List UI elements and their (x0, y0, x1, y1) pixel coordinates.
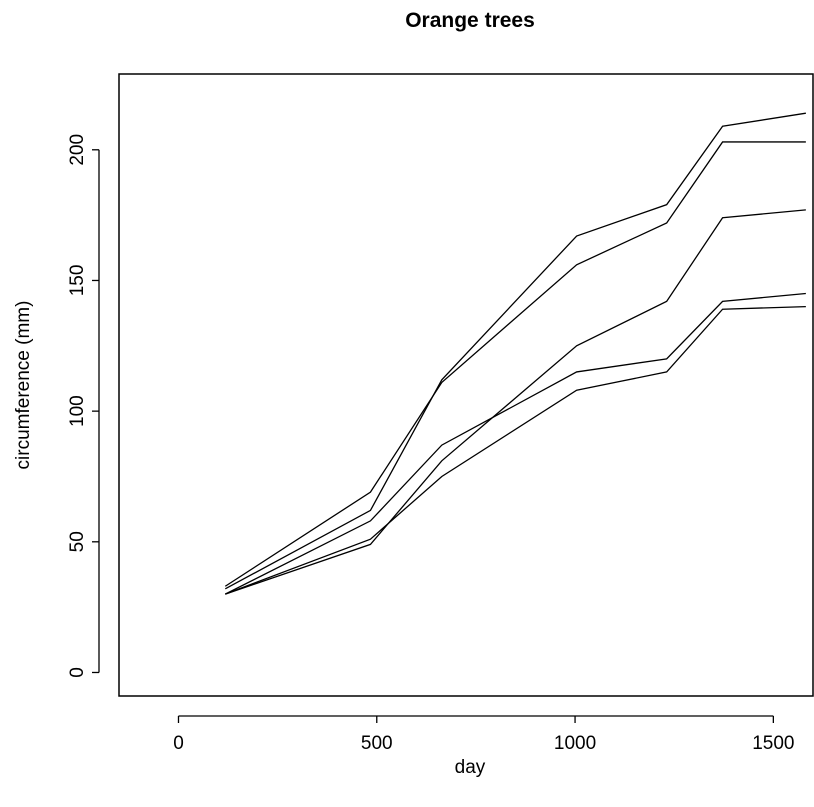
y-tick-label: 200 (67, 134, 88, 166)
x-tick-label: 500 (361, 733, 393, 754)
y-tick-label: 0 (67, 667, 88, 678)
x-axis-label: day (455, 757, 486, 778)
y-axis: 0 50 100 150 200 (67, 134, 100, 678)
x-axis: 0 500 1000 1500 (173, 715, 794, 754)
x-tick-label: 1000 (554, 733, 596, 754)
series-line-3 (225, 305, 806, 595)
chart-title: Orange trees (405, 9, 535, 32)
plot-frame (118, 73, 814, 697)
series-group (224, 112, 806, 595)
series-line-2 (224, 141, 806, 587)
y-tick-label: 150 (67, 265, 88, 297)
series-line-5 (225, 209, 806, 595)
y-tick-label: 100 (67, 395, 88, 427)
y-tick-label: 50 (67, 531, 88, 552)
series-line-1 (224, 292, 806, 595)
x-tick-label: 0 (173, 733, 184, 754)
series-line-4 (224, 112, 806, 590)
y-axis-label: circumference (mm) (13, 301, 34, 470)
x-tick-label: 1500 (752, 733, 794, 754)
